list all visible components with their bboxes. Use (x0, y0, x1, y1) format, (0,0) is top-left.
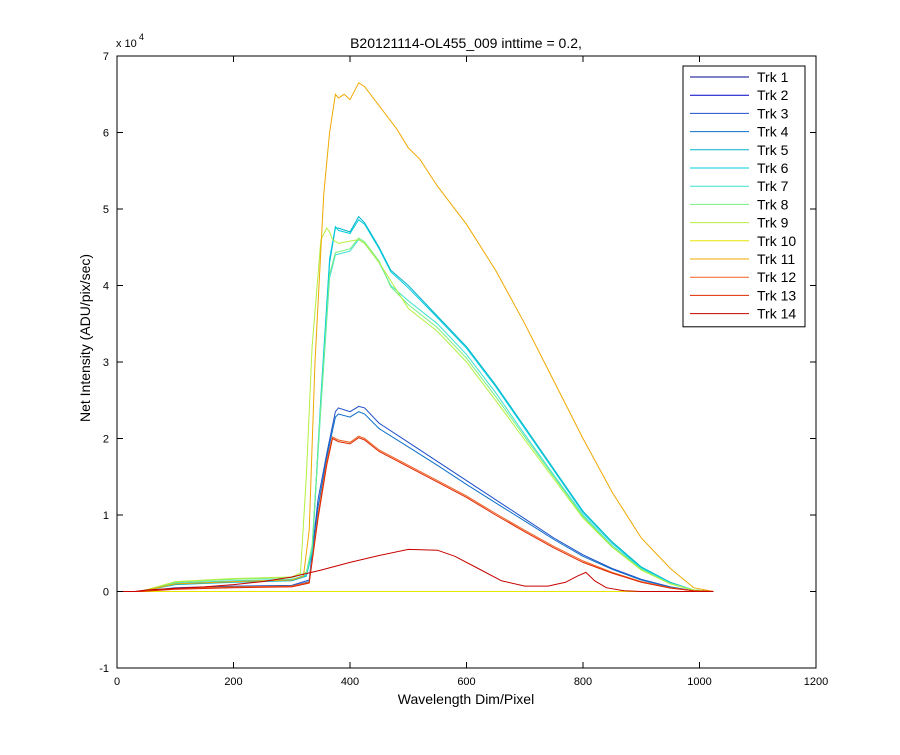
x-tick-label: 600 (457, 676, 475, 688)
legend-box (682, 65, 806, 328)
x-tick-label: 800 (574, 676, 592, 688)
legend-label: Trk 3 (757, 105, 789, 121)
x-tick-label: 1200 (804, 676, 828, 688)
y-tick-label: 4 (103, 281, 109, 293)
y-tick-label: 0 (103, 587, 109, 599)
legend-label: Trk 13 (757, 287, 796, 303)
x-tick-label: 200 (224, 676, 242, 688)
legend-label: Trk 8 (757, 196, 789, 212)
y-axis-exponent: x 10 4 (116, 32, 144, 50)
series-line-trk-12 (117, 435, 714, 592)
legend-label: Trk 2 (757, 87, 789, 103)
series-line-trk-5 (117, 215, 714, 592)
legend-label: Trk 5 (757, 142, 789, 158)
legend-label: Trk 10 (757, 233, 796, 249)
series-layer (117, 82, 714, 592)
y-tick-label: 6 (103, 128, 109, 140)
y-axis-exponent-power: 4 (139, 32, 144, 42)
series-line-trk-11 (117, 82, 714, 592)
legend-label: Trk 1 (757, 69, 789, 85)
y-tick-label: 2 (103, 434, 109, 446)
legend-label: Trk 6 (757, 160, 789, 176)
x-axis-label: Wavelength Dim/Pixel (398, 691, 534, 707)
legend-label: Trk 7 (757, 178, 789, 194)
chart-title: B20121114-OL455_009 inttime = 0.2, (350, 35, 582, 51)
legend-label: Trk 4 (757, 124, 789, 140)
y-axis-exponent-label: x 10 (116, 38, 137, 50)
y-tick-label: 7 (103, 51, 109, 63)
x-axis: 0 200 400 600 800 1000 1200 (114, 56, 828, 688)
legend: Trk 1 Trk 2 Trk 3 Trk 4 Trk 5 Trk 6 Trk 7 Trk 8… (682, 65, 806, 328)
y-tick-label: 5 (103, 204, 109, 216)
y-axis-label: Net Intensity (ADU/pix/sec) (77, 254, 93, 422)
legend-label: Trk 12 (757, 269, 796, 285)
y-tick-label: 3 (103, 357, 109, 369)
legend-label: Trk 11 (757, 251, 795, 267)
series-line-trk-9 (117, 227, 714, 592)
x-tick-label: 0 (114, 676, 120, 688)
x-tick-label: 400 (341, 676, 359, 688)
series-line-trk-13 (117, 437, 714, 592)
y-tick-label: 1 (103, 510, 109, 522)
legend-label: Trk 9 (757, 215, 789, 231)
legend-label: Trk 14 (757, 306, 796, 322)
series-line-trk-3 (117, 405, 714, 592)
y-axis: -1 0 1 2 3 4 5 6 7 (99, 51, 816, 675)
x-tick-label: 1000 (687, 676, 711, 688)
series-line-trk-14 (117, 548, 714, 592)
y-tick-label: -1 (99, 663, 109, 675)
